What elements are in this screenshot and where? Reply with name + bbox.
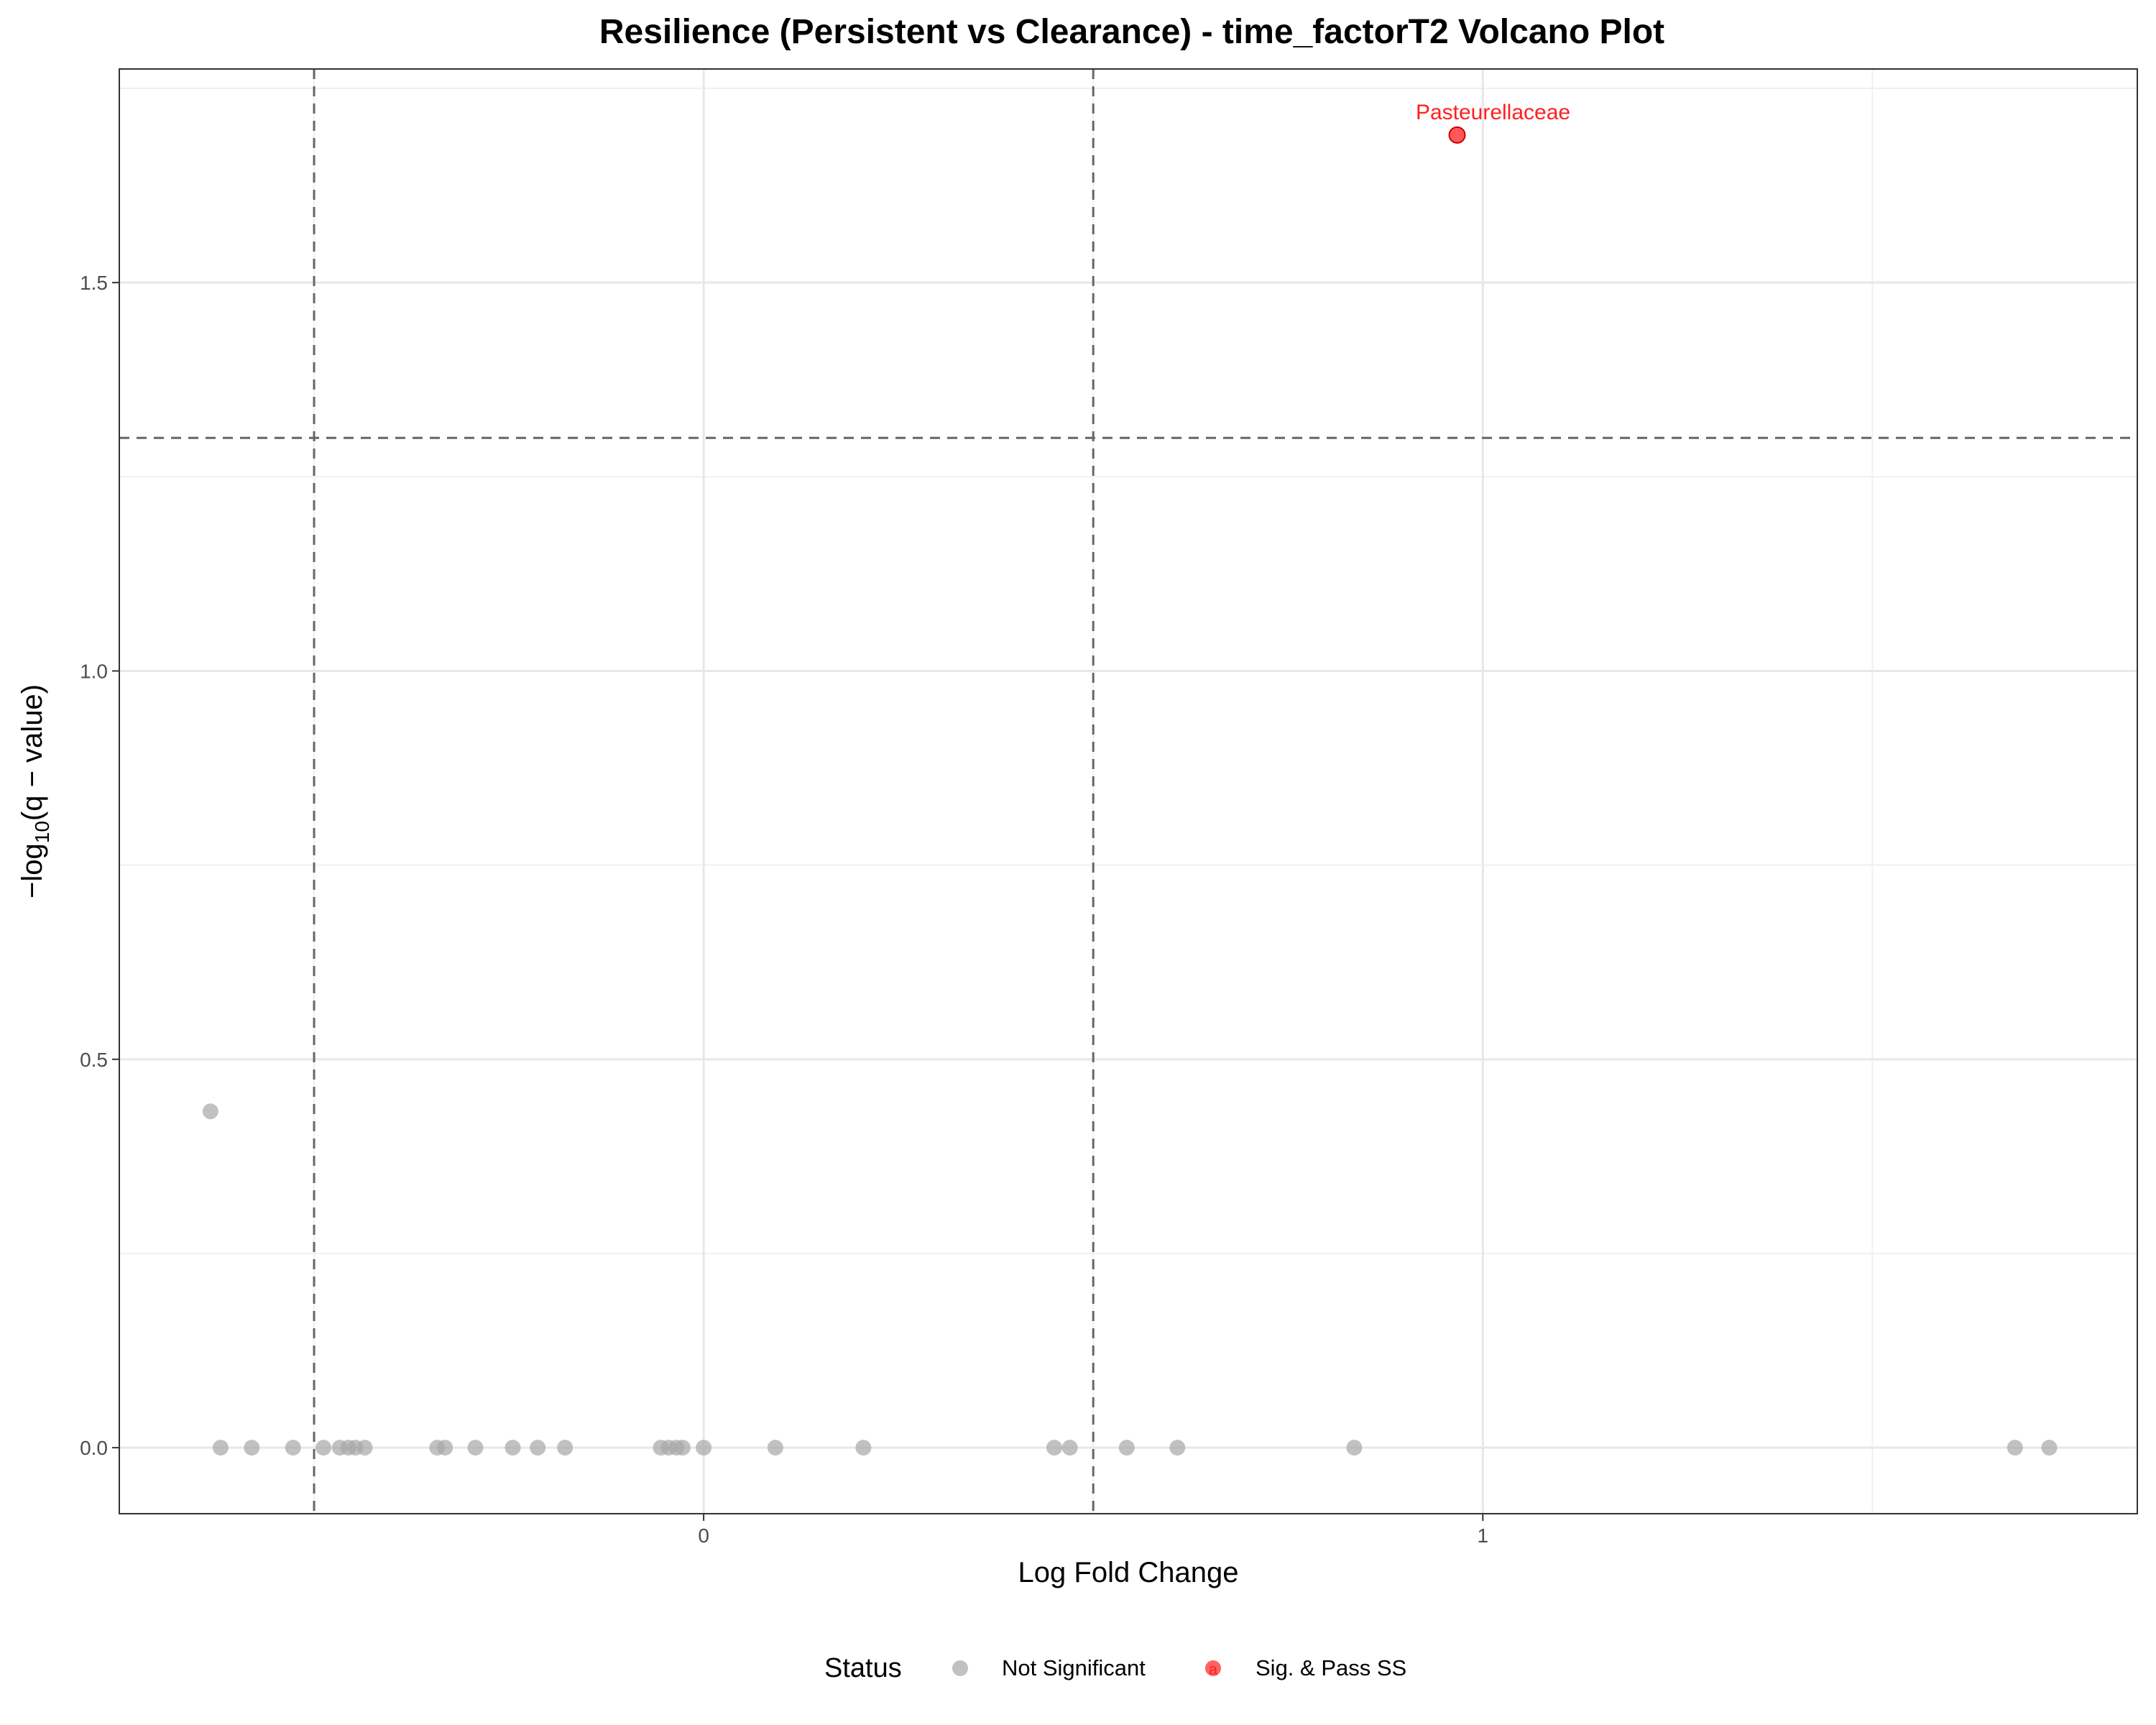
legend-title: Status bbox=[824, 1653, 902, 1683]
y-axis-label-main: −log bbox=[17, 843, 48, 898]
not-significant-point bbox=[1046, 1440, 1063, 1456]
not-significant-point bbox=[467, 1440, 484, 1456]
legend-label-not-significant: Not Significant bbox=[1002, 1655, 1146, 1680]
data-points bbox=[202, 126, 2058, 1456]
not-significant-point bbox=[1169, 1440, 1186, 1456]
threshold-lines bbox=[119, 69, 2137, 1514]
y-axis-label-subscript: 10 bbox=[31, 821, 53, 843]
not-significant-point bbox=[505, 1440, 521, 1456]
not-significant-point bbox=[1346, 1440, 1363, 1456]
not-significant-point bbox=[674, 1440, 691, 1456]
not-significant-point bbox=[767, 1440, 783, 1456]
legend-label-sig-pass-ss: Sig. & Pass SS bbox=[1256, 1655, 1406, 1680]
not-significant-point bbox=[2007, 1440, 2023, 1456]
not-significant-point bbox=[530, 1440, 546, 1456]
chart-title: Resilience (Persistent vs Clearance) - t… bbox=[599, 13, 1664, 51]
legend-key-sig-pass-ss bbox=[1205, 1660, 1221, 1676]
not-significant-point bbox=[244, 1440, 260, 1456]
x-axis-label: Log Fold Change bbox=[1018, 1557, 1239, 1588]
not-significant-point bbox=[315, 1440, 332, 1456]
not-significant-point bbox=[2041, 1440, 2058, 1456]
y-tick-label: 0.0 bbox=[80, 1437, 108, 1459]
not-significant-point bbox=[557, 1440, 573, 1456]
x-tick-label: 0 bbox=[698, 1524, 709, 1547]
significant-point bbox=[1448, 126, 1466, 144]
x-tick-label: 1 bbox=[1478, 1524, 1489, 1547]
plot-area: Pasteurellaceae bbox=[119, 68, 2138, 1514]
y-axis-label: −log10(q − value) bbox=[17, 684, 53, 898]
plot-border bbox=[119, 68, 2138, 1514]
not-significant-point bbox=[285, 1440, 301, 1456]
y-tick-label: 1.0 bbox=[80, 661, 108, 683]
point-label: Pasteurellaceae bbox=[1416, 101, 1570, 124]
not-significant-point bbox=[1118, 1440, 1135, 1456]
legend-key-not-significant bbox=[952, 1660, 968, 1676]
not-significant-point bbox=[437, 1440, 453, 1456]
gridlines bbox=[119, 69, 2137, 1514]
y-tick-label: 0.5 bbox=[80, 1049, 108, 1071]
y-tick-label: 1.5 bbox=[80, 272, 108, 294]
not-significant-point bbox=[696, 1440, 712, 1456]
legend: Status Not Significant a Sig. & Pass SS bbox=[824, 1653, 1406, 1683]
not-significant-point bbox=[1061, 1440, 1078, 1456]
not-significant-point bbox=[356, 1440, 373, 1456]
legend-key-sig-pass-ss-glyph: a bbox=[1209, 1660, 1218, 1678]
y-axis: 0.0 0.5 1.0 1.5 bbox=[80, 272, 119, 1459]
y-axis-label-rest: (q − value) bbox=[17, 684, 48, 821]
not-significant-point bbox=[212, 1440, 229, 1456]
not-significant-point bbox=[202, 1103, 218, 1120]
plot-background bbox=[119, 69, 2137, 1514]
not-significant-point bbox=[855, 1440, 872, 1456]
point-labels: Pasteurellaceae bbox=[1416, 101, 1570, 124]
